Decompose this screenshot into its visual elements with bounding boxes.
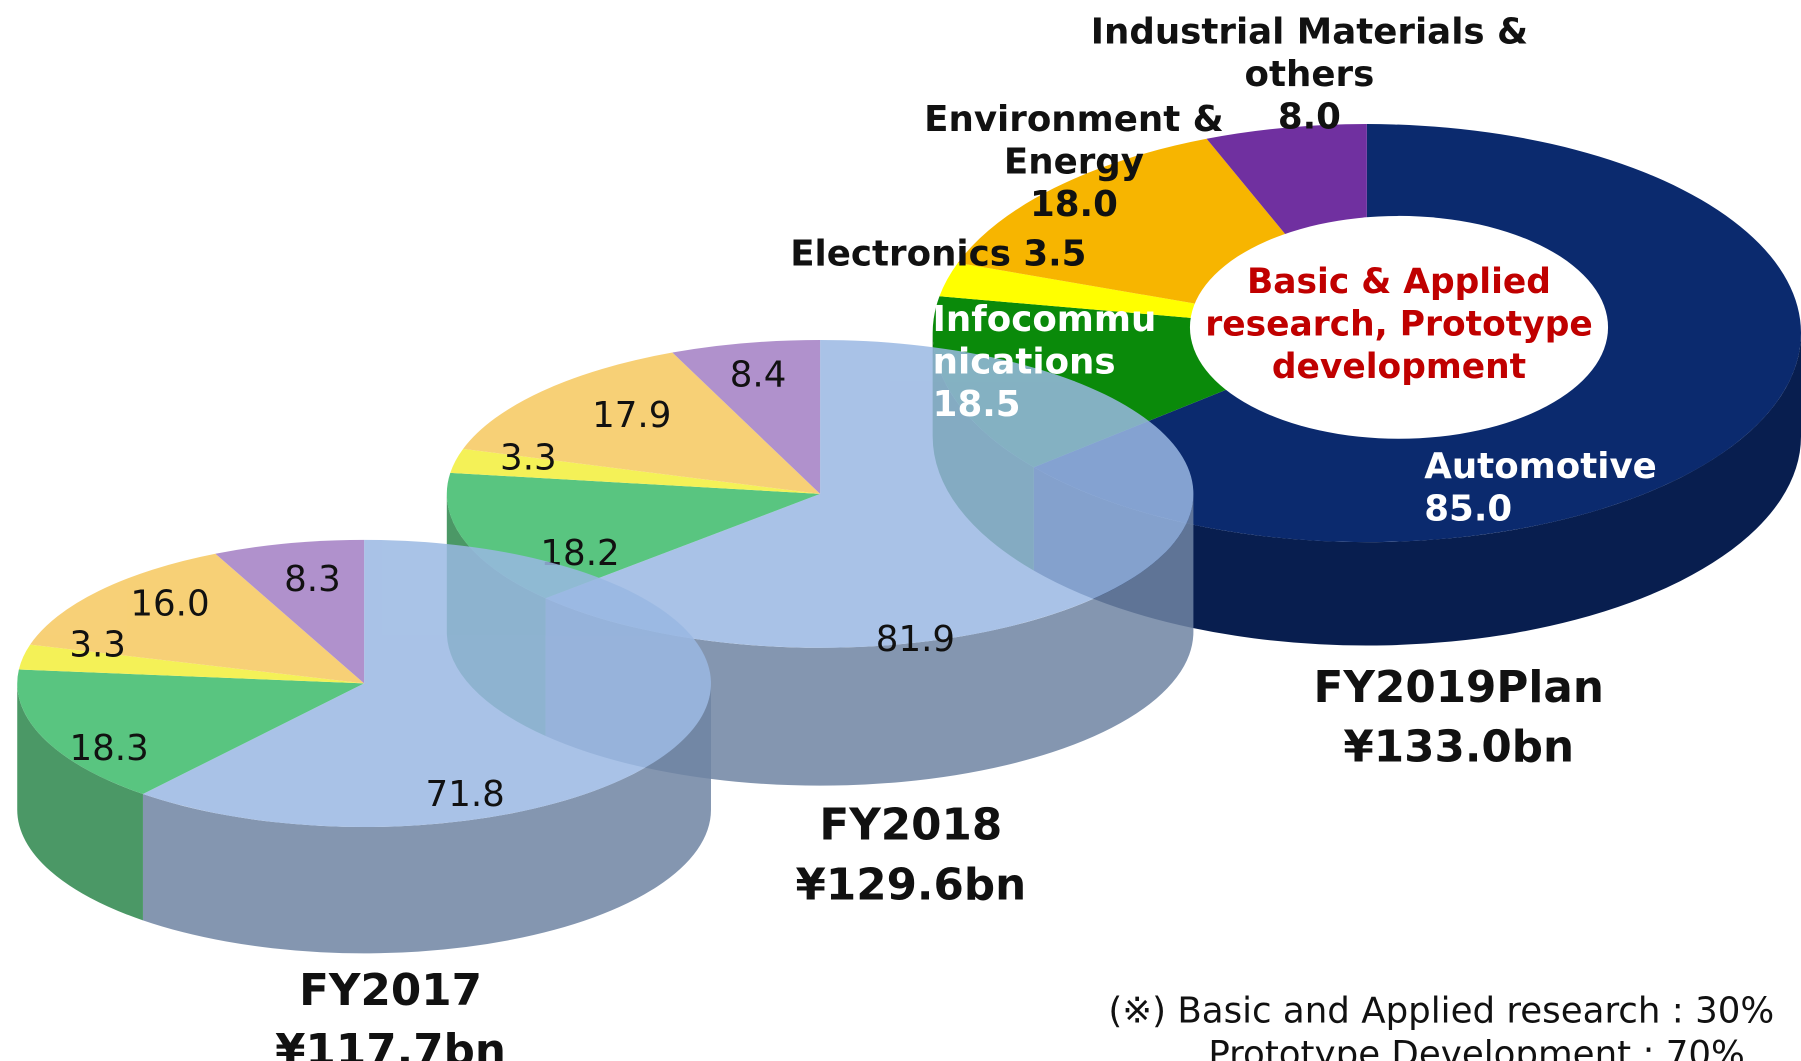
category-label: Environment & Energy: [924, 98, 1224, 183]
slice-label: Industrial Materials & others 8.0: [1080, 11, 1539, 138]
slice: [463, 352, 821, 494]
slice: [215, 539, 365, 684]
title: FY2018: [819, 799, 1003, 850]
slice-side: [142, 683, 711, 954]
subtitle: ¥129.6bn: [795, 859, 1027, 910]
footnote: Prototype Development : 70%: [1208, 1033, 1745, 1061]
slice: [30, 553, 365, 684]
value-label: 17.9: [592, 395, 671, 436]
category-label: Electronics: [790, 233, 1011, 275]
value-label: 85.0: [1424, 488, 1513, 530]
value-label: 18.3: [69, 728, 148, 769]
title: FY2019Plan: [1313, 661, 1604, 713]
slice: [18, 644, 365, 684]
donut-hole: [1189, 215, 1609, 439]
slice: [17, 669, 365, 795]
value-label: 8.4: [730, 355, 787, 396]
slice-side: [1033, 333, 1801, 646]
footnote: (※) Basic and Applied research : 30%: [1108, 990, 1775, 1032]
center-label: Basic & Applied research, Prototype deve…: [1181, 261, 1617, 388]
category-label: Industrial Materials & others: [1090, 11, 1529, 96]
slice: [450, 448, 821, 494]
subtitle: ¥133.0bn: [1343, 721, 1575, 772]
pie: [17, 539, 711, 954]
center-label-text: Basic & Applied research, Prototype deve…: [1205, 261, 1593, 388]
value-label: 3.3: [500, 437, 557, 478]
pie: [932, 124, 1801, 646]
category-label: Infocommunications: [932, 298, 1157, 383]
value-label: 8.3: [284, 559, 341, 600]
value-label: 3.3: [69, 625, 126, 666]
slice: [142, 539, 711, 827]
category-label: Automotive: [1424, 445, 1657, 488]
subtitle: ¥117.7bn: [275, 1024, 506, 1061]
pie-title: FY2018 ¥129.6bn: [681, 795, 1140, 914]
value-label: 81.9: [876, 619, 955, 660]
value-label: 3.5: [1023, 233, 1087, 275]
slice: [545, 339, 1194, 648]
value-label: 8.0: [1277, 96, 1341, 138]
value-label: 71.8: [426, 774, 505, 815]
slice-label: Automotive 85.0: [1424, 446, 1723, 531]
slice-side: [17, 683, 143, 921]
slice-label: Environment & Energy 18.0: [919, 99, 1229, 226]
slice-label: Electronics 3.5: [790, 233, 1249, 275]
slice: [672, 339, 821, 494]
title: FY2017: [299, 964, 482, 1016]
pie-title: FY2017 ¥117.7bn: [161, 960, 620, 1061]
pie-title: FY2019Plan ¥133.0bn: [1229, 657, 1688, 776]
value-label: 16.0: [130, 583, 209, 624]
slice-label: Infocommunications 18.5: [933, 299, 1180, 426]
value-label: 18.5: [932, 383, 1021, 425]
value-label: 18.0: [1030, 183, 1118, 226]
